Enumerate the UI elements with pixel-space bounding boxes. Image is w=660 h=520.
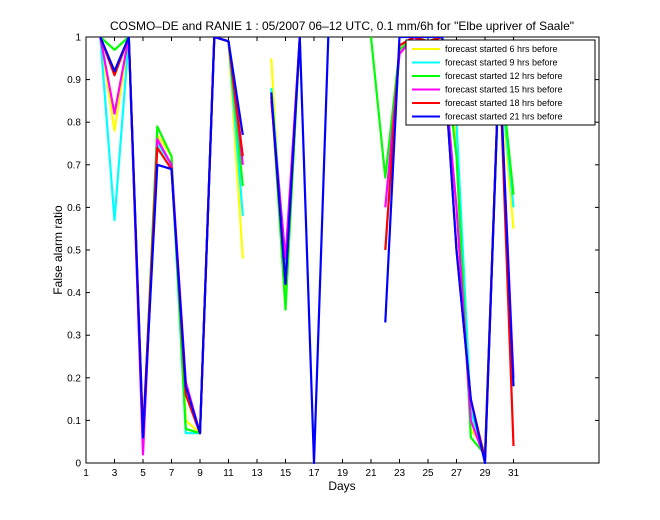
x-tick-label: 1 xyxy=(83,468,89,479)
y-tick-label: 1 xyxy=(75,33,81,44)
x-tick-label: 5 xyxy=(140,468,146,479)
x-tick-label: 29 xyxy=(479,468,491,479)
y-tick-label: 0.7 xyxy=(67,160,81,171)
x-tick-label: 21 xyxy=(365,468,377,479)
x-tick-label: 15 xyxy=(280,468,292,479)
legend-box xyxy=(405,39,596,126)
chart-title: COSMO–DE and RANIE 1 : 05/2007 06–12 UTC… xyxy=(110,19,574,33)
x-tick-label: 3 xyxy=(112,468,118,479)
x-axis: 1 3 5 7 9 11 13 15 17 19 21 23 25 27 29 31 xyxy=(83,37,519,479)
legend-entry: forecast started 15 hrs before xyxy=(445,85,563,95)
legend-entry: forecast started 9 hrs before xyxy=(445,58,558,68)
legend-entry: forecast started 21 hrs before xyxy=(445,112,563,122)
legend-entry: forecast started 12 hrs before xyxy=(445,71,563,81)
x-tick-label: 25 xyxy=(422,468,434,479)
x-tick-label: 27 xyxy=(451,468,463,479)
x-tick-label: 13 xyxy=(251,468,263,479)
x-tick-label: 23 xyxy=(394,468,406,479)
x-tick-label: 9 xyxy=(197,468,203,479)
x-tick-label: 31 xyxy=(508,468,520,479)
legend-entry: forecast started 18 hrs before xyxy=(445,98,563,108)
y-tick-label: 0.2 xyxy=(67,373,81,384)
x-tick-label: 19 xyxy=(337,468,349,479)
series-line-6 xyxy=(99,37,515,464)
y-tick-label: 0.1 xyxy=(67,416,81,427)
y-tick-label: 0.5 xyxy=(67,246,81,257)
y-axis: 0 0.1 0.2 0.3 0.4 0.5 0.6 0.7 0.8 0.9 1 xyxy=(67,33,599,470)
y-tick-label: 0.9 xyxy=(67,75,81,86)
x-tick-label: 7 xyxy=(169,468,175,479)
y-tick-label: 0.3 xyxy=(67,331,81,342)
x-tick-label: 11 xyxy=(223,468,234,479)
legend-entry: forecast started 6 hrs before xyxy=(445,44,558,54)
x-tick-label: 17 xyxy=(308,468,320,479)
y-tick-label: 0 xyxy=(75,459,81,470)
y-tick-label: 0.8 xyxy=(67,118,81,129)
x-axis-label: Days xyxy=(328,479,355,493)
y-axis-label: False alarm ratio xyxy=(51,205,65,295)
legend: forecast started 6 hrs before forecast st… xyxy=(405,39,596,126)
y-tick-label: 0.4 xyxy=(67,288,81,299)
y-tick-label: 0.6 xyxy=(67,203,81,214)
